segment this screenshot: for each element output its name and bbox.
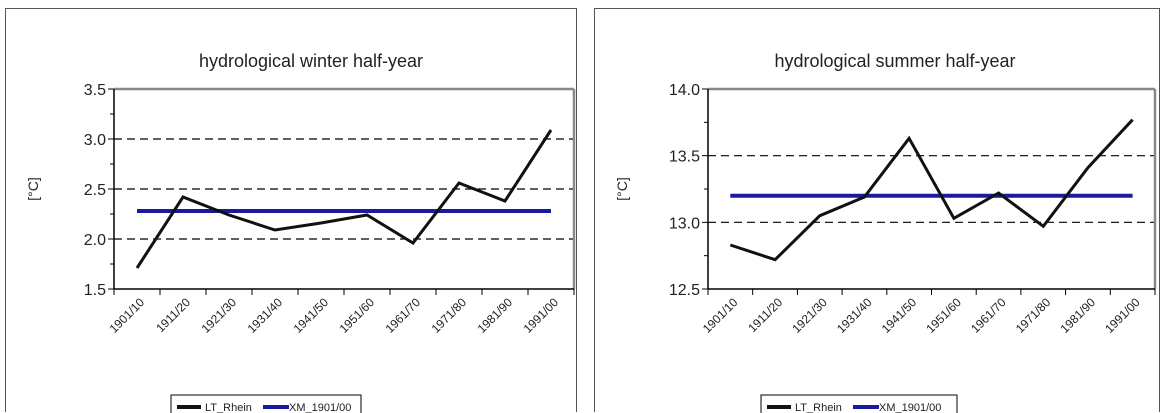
legend-box [760, 394, 958, 413]
chart-winter-svg: hydrological winter half-year [°C] 1.5 2.0 2… [25, 51, 576, 413]
y-tick-label: 2.0 [84, 232, 106, 249]
chart-panel-winter: hydrological winter half-year [°C] 1.5 2.0 2… [5, 8, 577, 413]
legend-label-lt-rhein: LT_Rhein [795, 402, 842, 413]
legend-label-xm-1901-00: XM_1901/00 [879, 402, 941, 413]
x-tick-label: 1901/10 [107, 295, 148, 336]
x-tick-label: 1991/00 [521, 295, 562, 336]
legend-box [170, 394, 362, 413]
x-tick-label: 1971/80 [1013, 295, 1054, 336]
x-tick-label: 1921/30 [199, 295, 240, 336]
x-tick-label: 1981/90 [1057, 295, 1098, 336]
y-tick-label: 13.0 [669, 215, 700, 232]
x-tick-label: 1941/50 [291, 295, 332, 336]
legend: LT_Rhein XM_1901/00 [170, 394, 362, 413]
x-tick-label: 1991/00 [1102, 295, 1143, 336]
y-tick-label: 3.0 [84, 132, 106, 149]
chart-title: hydrological summer half-year [774, 51, 1015, 71]
x-tick-label: 1941/50 [879, 295, 920, 336]
x-tick-label: 1931/40 [245, 295, 286, 336]
series-line-lt-rhein [135, 129, 553, 269]
y-tick-label: 3.5 [84, 82, 106, 99]
legend-label-lt-rhein: LT_Rhein [205, 402, 252, 413]
x-tick-label: 1951/60 [337, 295, 378, 336]
x-tick-label: 1901/10 [700, 295, 741, 336]
x-tick-label: 1971/80 [429, 295, 470, 336]
x-tick-label: 1911/20 [153, 295, 193, 335]
y-axis-label: [°C] [614, 177, 630, 201]
y-tick-label: 14.0 [669, 82, 700, 99]
y-tick-label: 2.5 [84, 182, 106, 199]
x-tick-label: 1921/30 [789, 295, 830, 336]
y-tick-label: 13.5 [669, 149, 700, 166]
chart-title: hydrological winter half-year [199, 51, 423, 71]
y-axis-label: [°C] [25, 177, 41, 201]
y-tick-label: 12.5 [669, 282, 700, 299]
chart-panel-summer: hydrological summer half-year [°C] 12.5 13.… [594, 8, 1160, 413]
y-tick-label: 1.5 [84, 282, 106, 299]
x-tick-label: 1981/90 [475, 295, 516, 336]
legend: LT_Rhein XM_1901/00 [760, 394, 958, 413]
series-line-lt-rhein [729, 118, 1134, 262]
chart-summer-svg: hydrological summer half-year [°C] 12.5 13.… [614, 51, 1157, 413]
x-tick-label: 1961/70 [383, 295, 424, 336]
x-tick-label: 1931/40 [834, 295, 875, 336]
x-tick-label: 1951/60 [923, 295, 964, 336]
legend-label-xm-1901-00: XM_1901/00 [289, 402, 351, 413]
x-tick-label: 1911/20 [745, 295, 785, 335]
x-tick-label: 1961/70 [968, 295, 1009, 336]
